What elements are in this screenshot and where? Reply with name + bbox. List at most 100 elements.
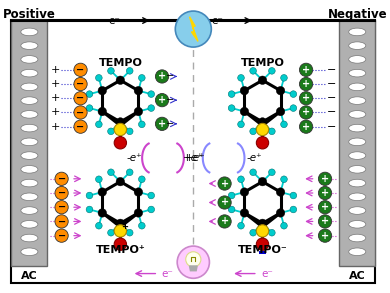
Text: +: +: [302, 65, 310, 75]
Circle shape: [116, 118, 125, 126]
Text: -e⁺: -e⁺: [127, 153, 142, 163]
Circle shape: [98, 86, 106, 95]
Text: −: −: [76, 65, 85, 75]
Circle shape: [114, 238, 126, 250]
Text: e⁻: e⁻: [109, 16, 121, 25]
Circle shape: [238, 222, 244, 229]
Circle shape: [300, 92, 313, 105]
Circle shape: [290, 91, 297, 97]
Ellipse shape: [349, 69, 366, 77]
Circle shape: [86, 105, 93, 111]
Text: Positive: Positive: [3, 8, 56, 21]
Circle shape: [55, 229, 68, 242]
Ellipse shape: [21, 193, 38, 201]
Circle shape: [250, 128, 257, 135]
Ellipse shape: [349, 28, 366, 36]
Text: −: −: [58, 174, 66, 184]
Circle shape: [126, 68, 133, 74]
Text: +: +: [220, 217, 229, 226]
Ellipse shape: [349, 110, 366, 118]
Circle shape: [228, 206, 235, 213]
Circle shape: [155, 70, 168, 83]
Text: +: +: [122, 222, 129, 231]
Circle shape: [258, 177, 267, 186]
Text: −: −: [166, 119, 174, 129]
Text: −: −: [327, 65, 336, 75]
Text: +: +: [302, 108, 310, 117]
Circle shape: [98, 209, 106, 217]
Text: Negative: Negative: [328, 8, 387, 21]
Circle shape: [228, 105, 235, 111]
Text: +e⁺: +e⁺: [185, 153, 206, 163]
Text: +: +: [158, 71, 166, 81]
Text: −: −: [76, 122, 85, 132]
Circle shape: [240, 188, 249, 196]
Text: −: −: [58, 231, 66, 241]
Circle shape: [134, 107, 143, 116]
Circle shape: [116, 177, 125, 186]
Circle shape: [148, 91, 154, 97]
Circle shape: [258, 219, 267, 228]
Ellipse shape: [21, 207, 38, 214]
Circle shape: [269, 128, 275, 135]
Text: −: −: [76, 108, 85, 117]
Circle shape: [258, 118, 267, 126]
Circle shape: [177, 246, 209, 278]
Circle shape: [258, 76, 267, 84]
Circle shape: [228, 91, 235, 97]
Circle shape: [300, 106, 313, 119]
Circle shape: [134, 86, 143, 95]
Circle shape: [256, 238, 269, 250]
Ellipse shape: [21, 179, 38, 187]
Ellipse shape: [21, 234, 38, 242]
Ellipse shape: [349, 56, 366, 63]
Ellipse shape: [349, 179, 366, 187]
Circle shape: [256, 225, 269, 237]
Text: AC: AC: [21, 271, 38, 281]
Text: TEMPO⁻: TEMPO⁻: [238, 245, 287, 255]
Circle shape: [96, 222, 102, 229]
Text: −: −: [58, 202, 66, 212]
Text: +: +: [158, 119, 166, 129]
Circle shape: [318, 186, 331, 200]
Text: −: −: [76, 79, 85, 89]
Text: −: −: [166, 95, 174, 105]
Circle shape: [290, 192, 297, 199]
Circle shape: [256, 137, 269, 149]
Circle shape: [126, 229, 133, 236]
Circle shape: [300, 63, 313, 76]
Ellipse shape: [21, 83, 38, 91]
Circle shape: [218, 215, 231, 228]
Circle shape: [96, 121, 102, 128]
Circle shape: [134, 188, 143, 196]
Ellipse shape: [349, 97, 366, 104]
Circle shape: [126, 128, 133, 135]
Text: −: −: [327, 122, 336, 132]
Circle shape: [108, 169, 114, 176]
Bar: [11, 20, 47, 266]
Circle shape: [218, 177, 231, 190]
Text: -e⁺: -e⁺: [246, 153, 262, 163]
Circle shape: [108, 229, 114, 236]
Polygon shape: [190, 266, 197, 271]
Text: AC: AC: [349, 271, 366, 281]
Text: e⁻: e⁻: [211, 16, 223, 25]
Bar: [259, 251, 266, 254]
Ellipse shape: [21, 97, 38, 104]
Circle shape: [148, 192, 154, 199]
Circle shape: [74, 63, 87, 76]
Ellipse shape: [21, 56, 38, 63]
Text: −: −: [58, 188, 66, 198]
Text: +: +: [51, 93, 60, 103]
Text: +: +: [51, 122, 60, 132]
Circle shape: [240, 86, 249, 95]
Circle shape: [126, 169, 133, 176]
Circle shape: [250, 169, 257, 176]
Text: +: +: [51, 65, 60, 75]
Circle shape: [300, 77, 313, 91]
Circle shape: [276, 188, 285, 196]
Ellipse shape: [21, 152, 38, 159]
Text: −: −: [327, 93, 336, 103]
Ellipse shape: [21, 138, 38, 146]
Text: +: +: [302, 93, 310, 103]
